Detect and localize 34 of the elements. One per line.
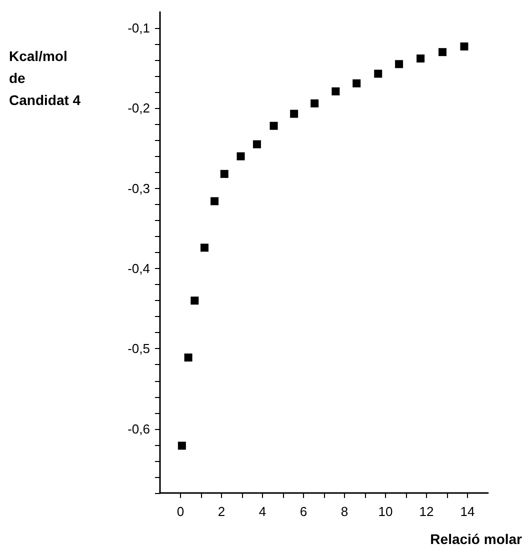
point <box>460 42 468 50</box>
point <box>310 99 319 108</box>
x-tick-label: 14 <box>460 504 475 519</box>
x-tick-label: 6 <box>300 504 308 519</box>
y-tick-label: -0,2 <box>128 100 150 116</box>
point <box>236 152 245 160</box>
point <box>395 60 404 68</box>
y-tick-label: -0,4 <box>128 261 150 276</box>
x-tick-label: 12 <box>419 504 434 519</box>
point <box>438 48 446 56</box>
y-tick-label: -0,1 <box>128 20 150 36</box>
x-tick-label: 10 <box>378 504 393 519</box>
y-axis-title: Kcal/mol de Candidat 4 <box>9 48 81 108</box>
y-tick-label: -0,5 <box>128 341 150 356</box>
point <box>184 354 192 362</box>
point <box>290 110 298 118</box>
x-tick-label: 8 <box>340 504 348 519</box>
point <box>220 170 228 178</box>
point <box>270 122 278 130</box>
point <box>332 87 340 96</box>
point <box>178 442 186 450</box>
x-tick-label: 2 <box>218 504 226 519</box>
point <box>252 140 261 148</box>
point <box>190 296 199 305</box>
x-tick-label: 0 <box>176 504 184 519</box>
point <box>374 70 382 78</box>
x-axis-title: Relació molar <box>430 531 523 547</box>
point <box>416 54 425 62</box>
point <box>352 79 361 88</box>
y-tick-label: -0,6 <box>128 421 150 436</box>
point <box>200 244 208 252</box>
point <box>210 197 219 206</box>
y-tick-label: -0,3 <box>128 180 150 196</box>
x-tick-label: 4 <box>258 504 266 519</box>
